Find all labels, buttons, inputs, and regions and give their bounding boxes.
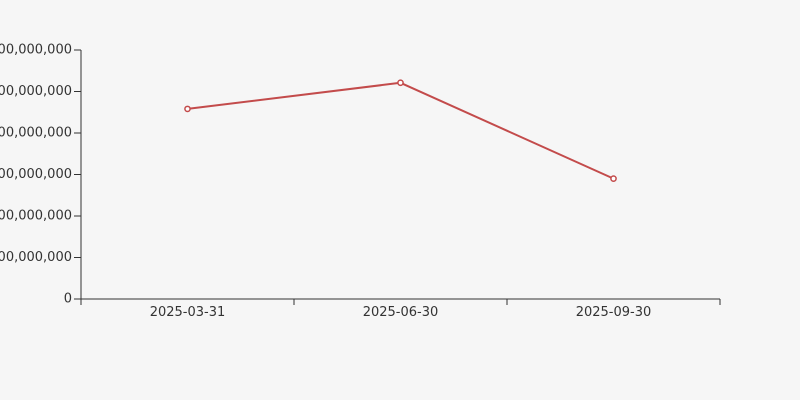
x-axis-tick-label: 2025-03-31	[150, 305, 226, 320]
x-axis-tick-label: 2025-09-30	[576, 305, 652, 320]
data-point-marker[interactable]	[397, 79, 404, 87]
y-axis-tick-label: 300,000,000	[0, 167, 72, 182]
y-axis-tick-label: 0	[64, 292, 72, 307]
y-axis-tick-label: 200,000,000	[0, 209, 72, 224]
y-axis-tick-label: 100,000,000	[0, 250, 72, 265]
x-axis-tick-label: 2025-06-30	[363, 305, 439, 320]
data-point-marker[interactable]	[184, 105, 191, 113]
y-axis-tick-label: 500,000,000	[0, 84, 72, 99]
y-axis-tick-label: 600,000,000	[0, 43, 72, 58]
data-point-marker[interactable]	[610, 175, 617, 182]
y-axis-tick-label: 400,000,000	[0, 126, 72, 141]
